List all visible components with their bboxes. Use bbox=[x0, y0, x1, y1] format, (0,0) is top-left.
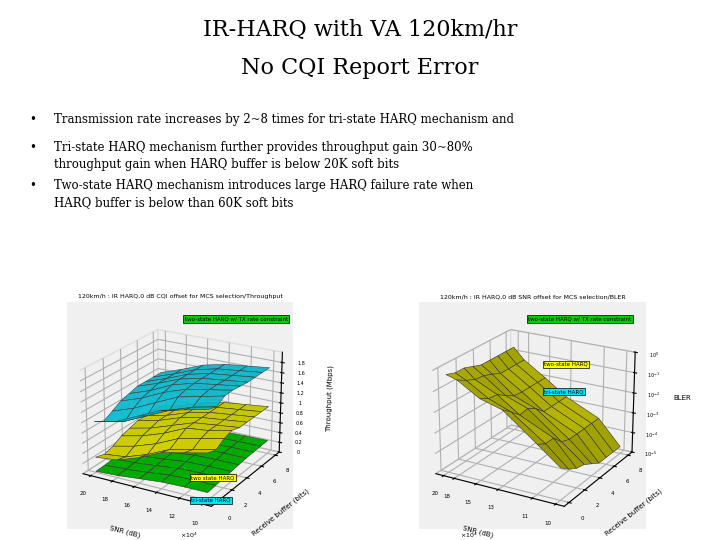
Y-axis label: Receive buffer (bits): Receive buffer (bits) bbox=[251, 488, 310, 537]
Text: •: • bbox=[29, 179, 36, 192]
Text: Transmission rate increases by 2~8 times for tri-state HARQ mechanism and: Transmission rate increases by 2~8 times… bbox=[54, 113, 514, 126]
X-axis label: SNR (dB): SNR (dB) bbox=[462, 524, 494, 538]
Text: two-state HARQ w/ TX rate constraint: two-state HARQ w/ TX rate constraint bbox=[528, 316, 631, 321]
Title: 120km/h : IR HARQ,0 dB SNR offset for MCS selection/BLER: 120km/h : IR HARQ,0 dB SNR offset for MC… bbox=[440, 294, 626, 299]
Text: two-state HARQ w/ TX rate constraint: two-state HARQ w/ TX rate constraint bbox=[184, 316, 288, 321]
Text: two state HARQ: two state HARQ bbox=[192, 475, 235, 480]
Text: $\times 10^4$: $\times 10^4$ bbox=[460, 531, 478, 540]
X-axis label: SNR (dB): SNR (dB) bbox=[109, 524, 141, 538]
Text: No CQI Report Error: No CQI Report Error bbox=[241, 57, 479, 79]
Text: Tri-state HARQ mechanism further provides throughput gain 30~80%
throughput gain: Tri-state HARQ mechanism further provide… bbox=[54, 141, 473, 172]
Y-axis label: Receive buffer (bits): Receive buffer (bits) bbox=[603, 488, 663, 537]
Text: tri-state HARQ: tri-state HARQ bbox=[192, 498, 231, 503]
Text: •: • bbox=[29, 113, 36, 126]
Text: two-state HARQ: two-state HARQ bbox=[544, 362, 588, 367]
Text: $\times 10^4$: $\times 10^4$ bbox=[180, 531, 198, 540]
Text: tri-state HARQ: tri-state HARQ bbox=[544, 389, 584, 394]
Text: •: • bbox=[29, 141, 36, 154]
Text: Two-state HARQ mechanism introduces large HARQ failure rate when
HARQ buffer is : Two-state HARQ mechanism introduces larg… bbox=[54, 179, 473, 210]
Title: 120km/h : IR HARQ,0 dB CQI offset for MCS selection/Throughput: 120km/h : IR HARQ,0 dB CQI offset for MC… bbox=[78, 294, 282, 299]
Text: IR-HARQ with VA 120km/hr: IR-HARQ with VA 120km/hr bbox=[203, 19, 517, 41]
